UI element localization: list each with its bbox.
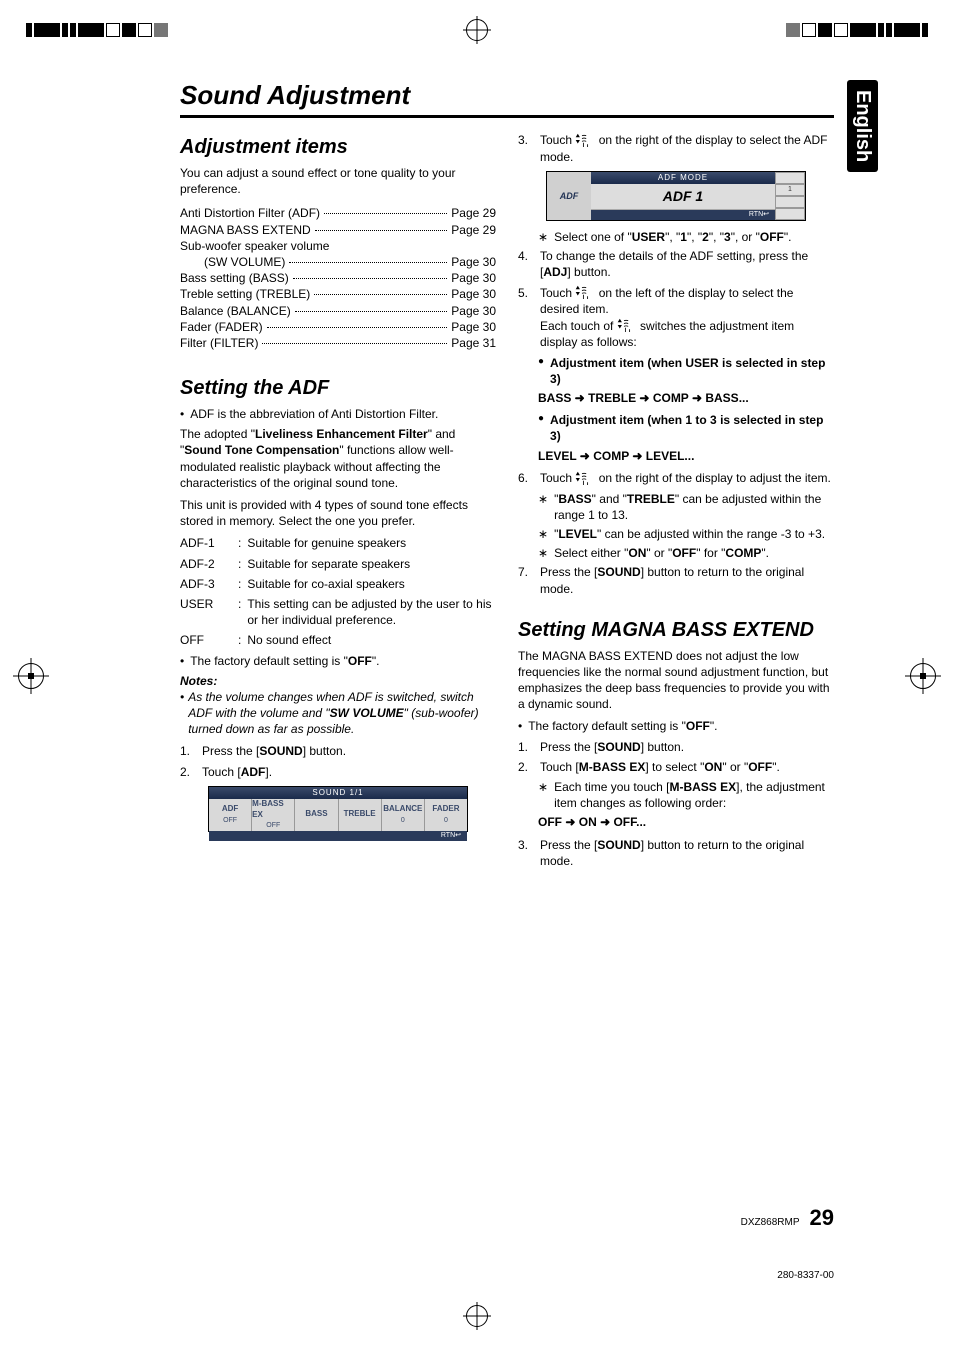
part-number: 280-8337-00: [777, 1270, 834, 1281]
definition-row: USER:This setting can be adjusted by the…: [180, 596, 496, 628]
adf-paragraph-1: The adopted "Liveliness Enhancement Filt…: [180, 426, 496, 491]
toc-line: (SW VOLUME)Page 30: [180, 254, 496, 270]
toc-line: Filter (FILTER)Page 31: [180, 335, 496, 351]
adf-default: The factory default setting is "OFF".: [190, 653, 379, 669]
sound-menu-screenshot: SOUND 1/1 ADFOFFM-BASS EXOFFBASSTREBLEBA…: [208, 786, 468, 832]
step-1: 1. Press the [SOUND] button.: [180, 743, 496, 759]
toc-line: Anti Distortion Filter (ADF)Page 29: [180, 205, 496, 221]
step-6-sub-1: ∗ "BASS" and "TREBLE" can be adjusted wi…: [538, 491, 834, 523]
magna-step-2-sub: ∗ Each time you touch [M-BASS EX], the a…: [538, 779, 834, 811]
adjustment-intro: You can adjust a sound effect or tone qu…: [180, 165, 496, 197]
section-title: Sound Adjustment: [180, 80, 834, 111]
sound-menu-button: TREBLE: [339, 799, 382, 831]
sound-menu-button: ADFOFF: [209, 799, 252, 831]
registration-marks-top: [0, 0, 954, 60]
definition-row: ADF-1:Suitable for genuine speakers: [180, 535, 496, 551]
toc-line: Balance (BALANCE)Page 30: [180, 303, 496, 319]
adf-paragraph-2: This unit is provided with 4 types of so…: [180, 497, 496, 529]
magna-step-1: 1. Press the [SOUND] button.: [518, 739, 834, 755]
step-6-sub-3: ∗ Select either "ON" or "OFF" for "COMP"…: [538, 545, 834, 561]
touch-arrows-icon: [575, 285, 595, 301]
step-5: 5. Touch on the left of the display to s…: [518, 285, 834, 351]
sound-menu-button: M-BASS EXOFF: [252, 799, 295, 831]
magna-step-3: 3. Press the [SOUND] button to return to…: [518, 837, 834, 869]
bullet-icon: •: [518, 718, 522, 734]
notes-heading: Notes:: [180, 673, 496, 689]
magna-default: The factory default setting is "OFF".: [528, 718, 717, 734]
adjustment-item-123-head: ● Adjustment item (when 1 to 3 is select…: [538, 412, 834, 444]
adjustment-sequence-user: BASS ➜ TREBLE ➜ COMP ➜ BASS...: [518, 390, 834, 406]
touch-arrows-icon: [617, 318, 637, 334]
sound-menu-button: FADER0: [425, 799, 467, 831]
sound-menu-button: BASS: [295, 799, 338, 831]
definition-row: ADF-2:Suitable for separate speakers: [180, 556, 496, 572]
registration-target-bottom-icon: [466, 1305, 488, 1327]
heading-adjustment-items: Adjustment items: [180, 134, 496, 161]
bullet-icon: •: [180, 406, 184, 422]
adf-side-cell: [775, 208, 805, 220]
definition-row: OFF:No sound effect: [180, 632, 496, 648]
adf-mode-screenshot: ADF ADF MODE ADF 1 RTN↩ 1: [546, 171, 806, 221]
magna-sequence: OFF ➜ ON ➜ OFF...: [518, 814, 834, 830]
adjustment-item-user-head: ● Adjustment item (when USER is selected…: [538, 355, 834, 387]
model-number: DXZ868RMP: [741, 1217, 800, 1228]
page-number: 29: [810, 1205, 834, 1231]
toc-line: Fader (FADER)Page 30: [180, 319, 496, 335]
magna-intro: The MAGNA BASS EXTEND does not adjust th…: [518, 648, 834, 713]
title-rule: [180, 115, 834, 118]
sound-menu-button: BALANCE0: [382, 799, 425, 831]
heading-setting-adf: Setting the ADF: [180, 375, 496, 402]
toc-list: Anti Distortion Filter (ADF)Page 29MAGNA…: [180, 205, 496, 351]
page-footer: DXZ868RMP 29: [741, 1205, 834, 1231]
note-text: • As the volume changes when ADF is swit…: [180, 689, 496, 738]
adf-side-cell: 1: [775, 184, 805, 196]
toc-line: MAGNA BASS EXTENDPage 29: [180, 222, 496, 238]
adf-side-cell: [775, 196, 805, 208]
adf-side-cell: [775, 172, 805, 184]
definition-row: ADF-3:Suitable for co-axial speakers: [180, 576, 496, 592]
step-7: 7. Press the [SOUND] button to return to…: [518, 564, 834, 596]
step-3-sub: ∗ Select one of "USER", "1", "2", "3", o…: [538, 229, 834, 245]
left-column: Adjustment items You can adjust a sound …: [180, 132, 496, 873]
toc-line: Treble setting (TREBLE)Page 30: [180, 286, 496, 302]
step-4: 4. To change the details of the ADF sett…: [518, 248, 834, 280]
step-2: 2. Touch [ADF].: [180, 764, 496, 780]
step-6: 6. Touch on the right of the display to …: [518, 470, 834, 487]
step-3: 3. Touch on the right of the display to …: [518, 132, 834, 165]
adf-definitions: ADF-1:Suitable for genuine speakers ADF-2…: [180, 535, 496, 648]
touch-arrows-icon: [575, 471, 595, 487]
touch-arrows-icon: [575, 133, 595, 149]
right-column: 3. Touch on the right of the display to …: [518, 132, 834, 873]
toc-line: Bass setting (BASS)Page 30: [180, 270, 496, 286]
registration-target-icon: [466, 19, 488, 41]
bullet-icon: •: [180, 653, 184, 669]
adjustment-sequence-123: LEVEL ➜ COMP ➜ LEVEL...: [518, 448, 834, 464]
magna-step-2: 2. Touch [M-BASS EX] to select "ON" or "…: [518, 759, 834, 775]
adf-abbrev: ADF is the abbreviation of Anti Distorti…: [190, 406, 438, 422]
toc-line: Sub-woofer speaker volume: [180, 238, 496, 254]
heading-magna-bass: Setting MAGNA BASS EXTEND: [518, 617, 834, 644]
step-6-sub-2: ∗ "LEVEL" can be adjusted within the ran…: [538, 526, 834, 542]
